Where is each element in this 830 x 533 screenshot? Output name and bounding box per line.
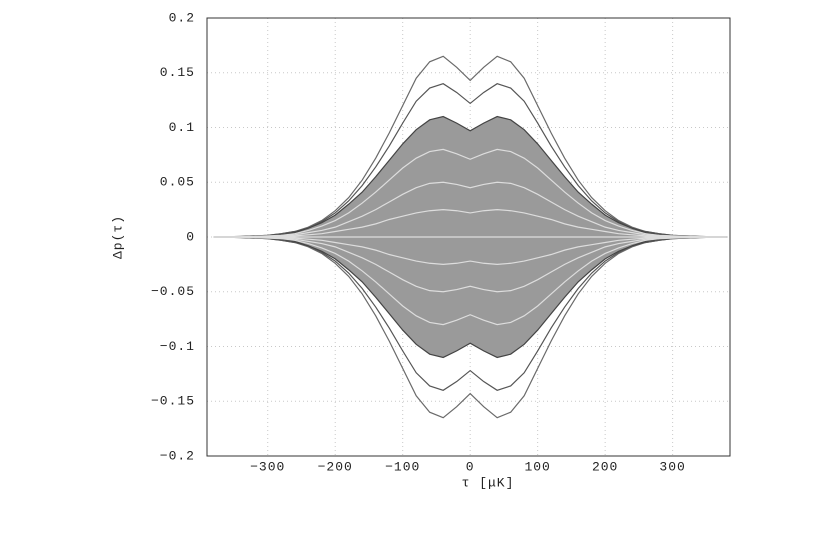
line-series xyxy=(213,236,727,293)
y-tick-label: −0.1 xyxy=(160,339,195,354)
line-series xyxy=(213,209,727,238)
band-fill xyxy=(213,237,727,358)
line-series xyxy=(213,115,727,238)
y-tick-label: −0.2 xyxy=(160,448,195,463)
x-axis-label: τ [μK] xyxy=(462,475,515,490)
line-series xyxy=(213,236,727,326)
line-series xyxy=(213,181,727,238)
line-series xyxy=(213,236,727,391)
x-tick-label: −300 xyxy=(250,459,285,474)
y-tick-label: 0 xyxy=(186,229,195,244)
line-series xyxy=(213,148,727,238)
plot-frame xyxy=(206,17,731,457)
line-series xyxy=(213,236,727,265)
y-tick-label: 0.05 xyxy=(160,175,195,190)
band-fill xyxy=(213,116,727,237)
line-series xyxy=(213,83,727,238)
line-series xyxy=(213,236,727,419)
x-tick-label: 200 xyxy=(592,459,618,474)
x-tick-label: −100 xyxy=(385,459,420,474)
x-tick-label: −200 xyxy=(318,459,353,474)
x-tick-label: 100 xyxy=(524,459,550,474)
y-tick-label: −0.15 xyxy=(151,394,195,409)
y-tick-label: 0.1 xyxy=(169,120,195,135)
y-axis-label: Δp(τ) xyxy=(110,215,125,259)
x-tick-label: 300 xyxy=(659,459,685,474)
y-tick-label: 0.2 xyxy=(169,10,195,25)
line-series xyxy=(213,236,727,359)
y-tick-label: −0.05 xyxy=(151,284,195,299)
y-tick-label: 0.15 xyxy=(160,65,195,80)
x-tick-label: 0 xyxy=(466,459,475,474)
line-series xyxy=(213,55,727,238)
